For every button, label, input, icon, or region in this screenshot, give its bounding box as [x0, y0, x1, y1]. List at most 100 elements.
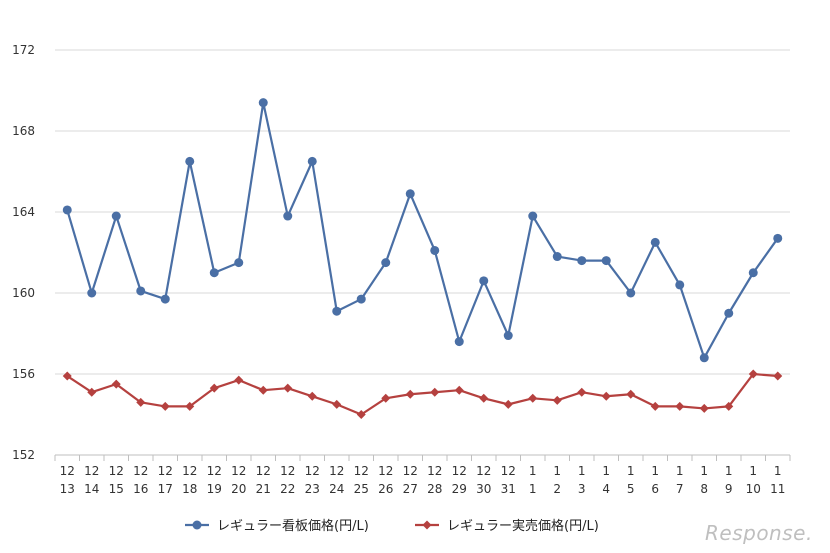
series-layer	[62, 98, 783, 419]
data-point	[258, 98, 268, 108]
data-point	[552, 395, 562, 405]
x-tick-label-month: 12	[109, 464, 124, 478]
x-tick-label-month: 1	[529, 464, 537, 478]
x-tick-label-day: 24	[329, 482, 344, 496]
y-tick-label: 164	[12, 205, 35, 219]
x-tick-label-month: 1	[774, 464, 782, 478]
data-point	[160, 401, 170, 411]
x-tick-label-month: 12	[354, 464, 369, 478]
x-tick-label-month: 1	[725, 464, 733, 478]
data-point	[724, 308, 734, 318]
data-point	[87, 387, 97, 397]
x-tick-label-day: 4	[602, 482, 610, 496]
data-point	[405, 189, 415, 199]
x-tick-label-day: 1	[529, 482, 537, 496]
data-point	[699, 403, 709, 413]
x-tick-label-day: 31	[501, 482, 516, 496]
data-point	[626, 288, 636, 298]
x-tick-label-day: 19	[207, 482, 222, 496]
data-point	[699, 353, 709, 363]
data-point	[773, 371, 783, 381]
x-tick-label-day: 30	[476, 482, 491, 496]
data-point	[528, 211, 538, 221]
x-tick-label-day: 27	[403, 482, 418, 496]
data-point	[601, 391, 611, 401]
x-tick-label-day: 28	[427, 482, 442, 496]
x-tick-label-month: 12	[60, 464, 75, 478]
x-tick-label-month: 1	[602, 464, 610, 478]
data-point	[503, 399, 513, 409]
x-tick-label-month: 12	[452, 464, 467, 478]
x-tick-label-month: 1	[651, 464, 659, 478]
data-point	[479, 393, 489, 403]
x-tick-label-month: 12	[133, 464, 148, 478]
data-point	[136, 397, 146, 407]
x-tick-label-month: 12	[501, 464, 516, 478]
x-tick-label-month: 1	[578, 464, 586, 478]
series-line	[66, 101, 779, 359]
data-point	[258, 385, 268, 395]
x-tick-label-month: 12	[403, 464, 418, 478]
x-tick-label-month: 1	[627, 464, 635, 478]
data-point	[136, 286, 146, 296]
legend-item-2: レギュラー実売価格(円/L)	[415, 518, 599, 534]
data-point	[552, 252, 562, 262]
x-tick-label-day: 8	[700, 482, 708, 496]
watermark-text: Response.	[705, 521, 813, 545]
x-tick-label-day: 5	[627, 482, 635, 496]
x-tick-label-month: 12	[158, 464, 173, 478]
data-point	[748, 268, 758, 278]
data-point	[234, 375, 244, 385]
x-tick-label-month: 12	[427, 464, 442, 478]
data-point	[503, 331, 513, 341]
y-tick-label: 168	[12, 124, 35, 138]
data-point	[209, 268, 219, 278]
x-tick-label-month: 12	[378, 464, 393, 478]
data-point	[430, 245, 440, 255]
data-point	[185, 401, 195, 411]
x-tick-label-day: 29	[452, 482, 467, 496]
y-tick-label: 156	[12, 367, 35, 381]
data-point	[724, 401, 734, 411]
data-point	[601, 256, 611, 266]
data-point	[528, 393, 538, 403]
x-tick-label-month: 12	[84, 464, 99, 478]
x-tick-label-day: 6	[651, 482, 659, 496]
data-point	[454, 385, 464, 395]
x-tick-label-month: 12	[231, 464, 246, 478]
data-point	[675, 401, 685, 411]
data-point	[111, 379, 121, 389]
data-point	[773, 233, 783, 243]
x-tick-label-month: 12	[280, 464, 295, 478]
x-tick-label-month: 1	[676, 464, 684, 478]
x-tick-label-day: 17	[158, 482, 173, 496]
x-tick-label-day: 23	[305, 482, 320, 496]
data-point	[650, 401, 660, 411]
data-point	[62, 205, 72, 215]
data-point	[675, 280, 685, 290]
series-1	[62, 98, 783, 363]
data-point	[332, 399, 342, 409]
data-point	[626, 389, 636, 399]
data-point	[307, 156, 317, 166]
x-axis: 1213121412151216121712181219122012211222…	[54, 455, 791, 496]
legend-label: レギュラー看板価格(円/L)	[217, 518, 369, 534]
x-tick-label-day: 14	[84, 482, 99, 496]
y-tick-label: 152	[12, 448, 35, 462]
x-tick-label-month: 12	[182, 464, 197, 478]
data-point	[454, 337, 464, 347]
y-axis: 152 156 160 164 168 172	[12, 43, 35, 462]
x-tick-label-day: 16	[133, 482, 148, 496]
x-tick-label-month: 12	[476, 464, 491, 478]
watermark-logo: Response.	[705, 521, 813, 545]
x-tick-label-month: 12	[305, 464, 320, 478]
data-point	[160, 294, 170, 304]
data-point	[356, 410, 366, 419]
data-point	[430, 387, 440, 397]
x-tick-label-month: 12	[256, 464, 271, 478]
data-point	[185, 156, 195, 166]
data-point	[307, 391, 317, 401]
x-tick-label-day: 2	[553, 482, 561, 496]
x-tick-label-month: 1	[749, 464, 757, 478]
